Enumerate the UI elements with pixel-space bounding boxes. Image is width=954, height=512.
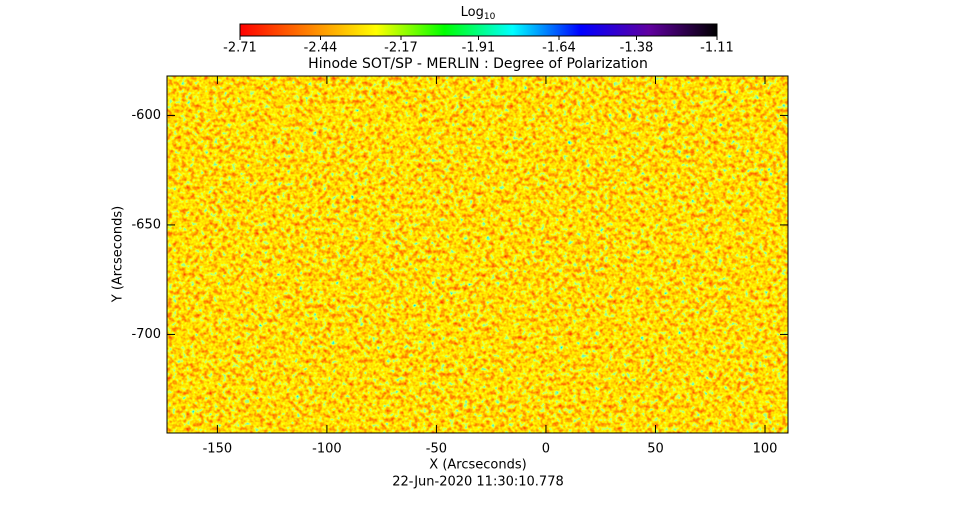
x-tick-label: -100 [312, 442, 342, 457]
y-tick-label: -600 [131, 108, 161, 123]
x-tick-label: 50 [647, 442, 664, 457]
x-tick-label: 100 [753, 442, 778, 457]
plot-frame [166, 75, 789, 434]
colorbar-label-sub: 10 [484, 12, 496, 22]
colorbar-tick-label: -1.38 [620, 41, 654, 56]
colorbar-tick-label: -1.64 [542, 41, 576, 56]
colorbar [239, 23, 718, 37]
x-tick-label: -150 [203, 442, 233, 457]
x-tick-label: 0 [542, 442, 550, 457]
date: 22-Jun-2020 11:30:10.778 [392, 475, 564, 490]
x-axis-label: X (Arcseconds) [429, 458, 526, 473]
y-tick-label: -700 [131, 327, 161, 342]
colorbar-label: Log10 [461, 5, 496, 22]
colorbar-tick-label: -1.11 [700, 41, 734, 56]
colorbar-tick-label: -2.44 [304, 41, 338, 56]
colorbar-tick-label: -1.91 [462, 41, 496, 56]
x-tick-label: -50 [426, 442, 447, 457]
y-axis-label: Y (Arcseconds) [111, 206, 126, 303]
chart-title: Hinode SOT/SP - MERLIN : Degree of Polar… [308, 56, 648, 72]
y-tick-label: -650 [131, 217, 161, 232]
colorbar-label-base: Log [461, 5, 484, 20]
colorbar-tick-label: -2.17 [384, 41, 418, 56]
polarization-image [167, 76, 788, 433]
colorbar-tick-label: -2.71 [223, 41, 257, 56]
